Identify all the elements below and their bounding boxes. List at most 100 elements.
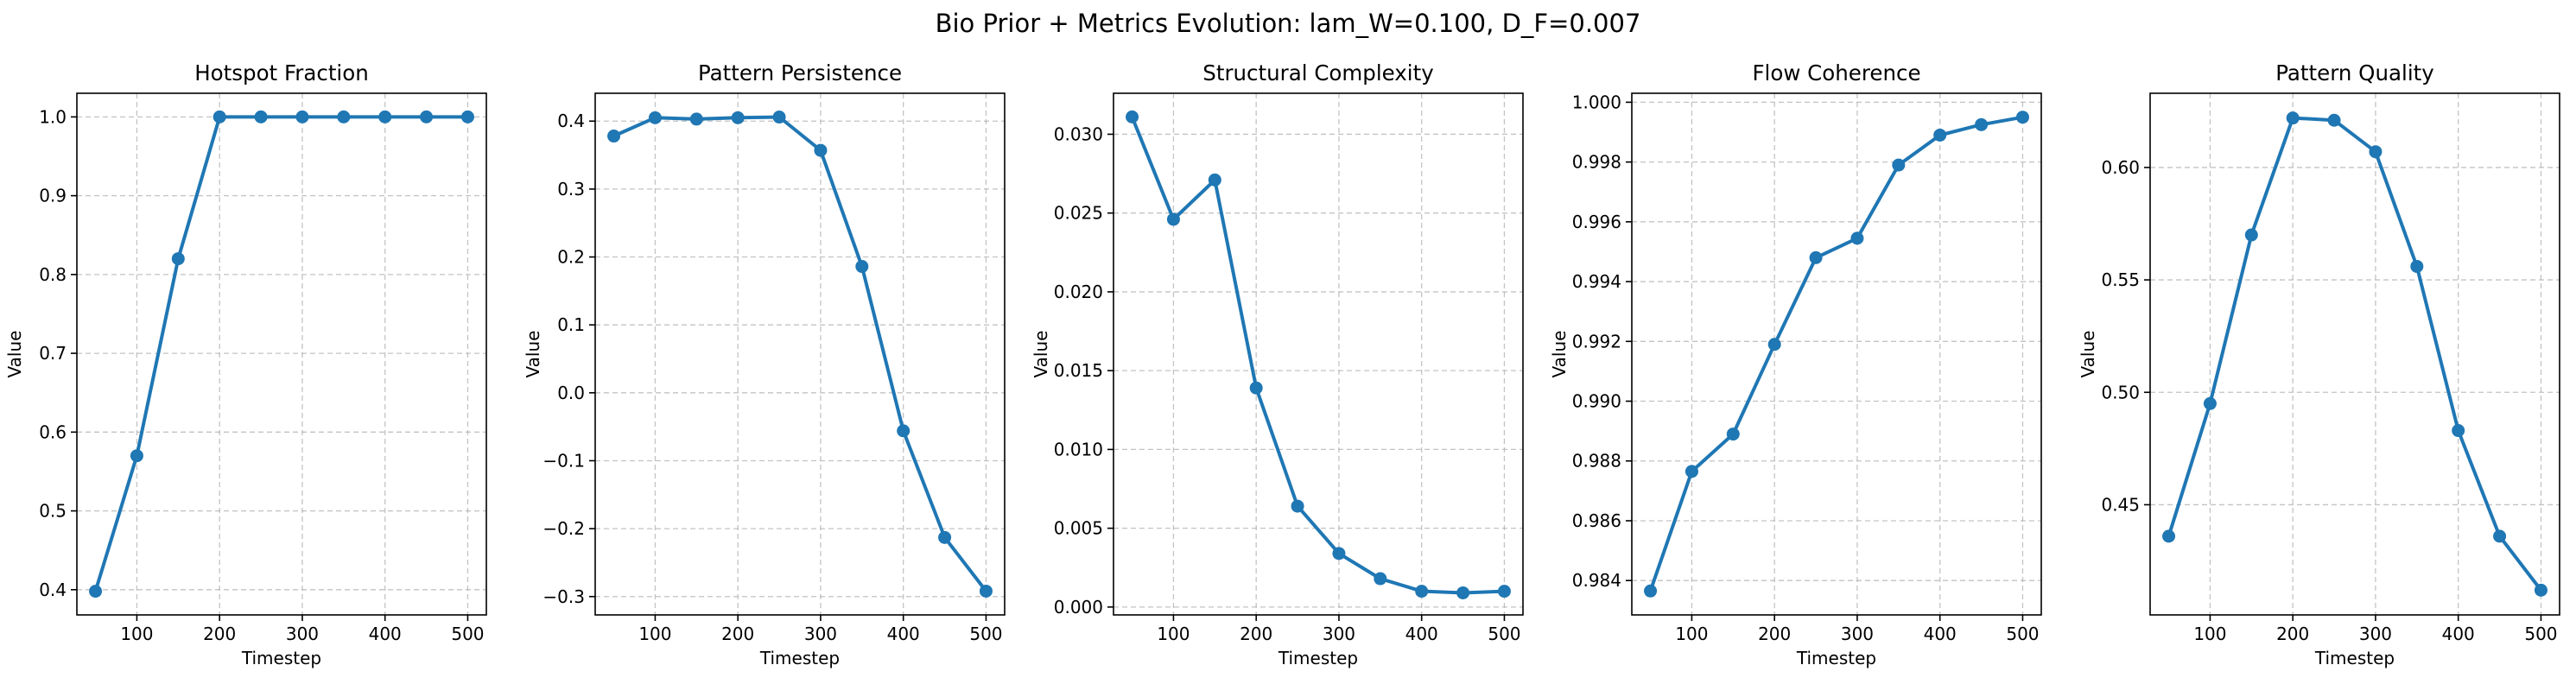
data-point <box>337 110 351 124</box>
y-tick-label: 0.4 <box>39 580 67 600</box>
subplot-title: Flow Coherence <box>1752 60 1920 86</box>
y-tick-label: 0.55 <box>2101 269 2140 290</box>
y-tick-label: 0.4 <box>557 111 585 131</box>
subplot-title: Pattern Quality <box>2275 60 2433 86</box>
x-axis-label: Timestep <box>2314 648 2395 668</box>
y-tick-label: 0.998 <box>1572 152 1621 173</box>
data-point <box>2369 145 2382 159</box>
series-line <box>1130 116 1505 595</box>
y-tick-label: 0.020 <box>1054 282 1103 302</box>
data-point <box>2534 583 2547 597</box>
data-point <box>607 130 621 143</box>
data-point <box>1767 338 1781 352</box>
data-point <box>855 260 869 274</box>
data-point <box>295 110 309 124</box>
data-point <box>731 111 745 124</box>
series-line <box>1648 115 2023 592</box>
gridlines <box>2150 93 2560 615</box>
x-tick-label: 100 <box>1675 624 1708 644</box>
y-tick-label: 0.6 <box>39 421 67 442</box>
y-tick-label: 0.990 <box>1572 391 1621 412</box>
subplot-1: 100 200 300 400 500 0.4 0.5 0.6 0.7 0.8 0.9 1.0 Hots… <box>4 60 487 668</box>
x-tick-label: 100 <box>1157 624 1190 644</box>
y-tick-label: 1.000 <box>1572 92 1621 112</box>
axes-frame <box>1113 92 1524 616</box>
data-point <box>2327 113 2341 127</box>
x-tick-label: 400 <box>2442 624 2475 644</box>
axes-frame <box>2149 92 2560 616</box>
x-axis-label: Timestep <box>1796 648 1876 668</box>
data-point <box>378 110 392 124</box>
data-point <box>2244 228 2258 242</box>
y-tick-label: 0.992 <box>1572 331 1621 352</box>
data-point <box>1644 584 1658 598</box>
axes-frame <box>76 92 487 616</box>
data-point <box>420 110 434 124</box>
y-tick-label: 0.000 <box>1054 597 1103 618</box>
x-tick-label: 100 <box>120 624 153 644</box>
data-point <box>2162 529 2176 543</box>
subplot-2: 100 200 300 400 500 −0.3 −0.2 −0.1 0.0 0.1 0.2 0.3 0… <box>523 60 1006 668</box>
data-point <box>213 110 226 124</box>
y-axis-label: Value <box>523 331 543 378</box>
subplot-4: 100 200 300 400 500 0.984 0.986 0.988 0.990 0.992… <box>1549 60 2042 668</box>
y-tick-label: 0.015 <box>1054 360 1103 381</box>
x-tick-label: 300 <box>804 624 837 644</box>
y-tick-label: 0.60 <box>2101 157 2140 178</box>
data-point <box>897 424 910 438</box>
axes-frame <box>1631 92 2042 616</box>
data-point <box>1208 173 1221 187</box>
y-tick-label: 0.988 <box>1572 451 1621 472</box>
y-tick-label: 0.994 <box>1572 271 1621 292</box>
data-point <box>1249 381 1263 395</box>
data-point <box>1374 572 1387 586</box>
x-tick-label: 300 <box>1323 624 1355 644</box>
subplot-title: Structural Complexity <box>1202 60 1433 86</box>
data-point <box>814 143 828 157</box>
x-tick-label: 500 <box>451 624 484 644</box>
data-point <box>1497 585 1511 598</box>
data-point <box>1726 428 1740 441</box>
data-point <box>130 449 143 463</box>
x-tick-label: 400 <box>369 624 402 644</box>
x-tick-label: 500 <box>1488 624 1520 644</box>
data-point <box>1166 212 1180 226</box>
data-point <box>1975 117 1989 131</box>
y-tick-label: 0.010 <box>1054 439 1103 459</box>
y-tick-label: 0.7 <box>39 343 67 364</box>
x-axis-label: Timestep <box>241 648 321 668</box>
x-axis-label: Timestep <box>1278 648 1358 668</box>
x-tick-label: 500 <box>2524 624 2557 644</box>
x-tick-label: 200 <box>1240 624 1272 644</box>
y-tick-label: 1.0 <box>39 106 67 127</box>
y-tick-label: 0.8 <box>39 264 67 285</box>
subplot-title: Hotspot Fraction <box>194 60 369 86</box>
data-point <box>1415 585 1429 598</box>
gridlines <box>77 93 486 615</box>
data-point <box>1456 586 1470 599</box>
y-tick-label: −0.2 <box>542 518 585 539</box>
y-tick-label: 0.986 <box>1572 510 1621 531</box>
x-tick-label: 400 <box>887 624 920 644</box>
data-point <box>1809 250 1823 264</box>
y-tick-label: −0.1 <box>542 450 585 471</box>
y-tick-label: 0.0 <box>557 383 585 403</box>
x-tick-label: 300 <box>1841 624 1874 644</box>
series-line <box>93 115 468 592</box>
data-point <box>2286 111 2300 125</box>
data-point <box>979 584 993 598</box>
y-axis-label: Value <box>2078 331 2098 378</box>
y-tick-label: 0.45 <box>2101 494 2140 515</box>
x-tick-label: 400 <box>1405 624 1438 644</box>
data-point <box>1892 158 1906 172</box>
data-point <box>1332 547 1346 560</box>
data-point <box>460 110 474 124</box>
y-tick-label: 0.1 <box>557 314 585 335</box>
data-point <box>2410 259 2424 273</box>
y-tick-label: 0.030 <box>1054 124 1103 144</box>
x-tick-label: 500 <box>969 624 1002 644</box>
subplot-3: 100 200 300 400 500 0.000 0.005 0.010 0.015 0.020… <box>1031 60 1524 668</box>
x-tick-label: 200 <box>203 624 236 644</box>
y-tick-label: 0.005 <box>1054 518 1103 539</box>
